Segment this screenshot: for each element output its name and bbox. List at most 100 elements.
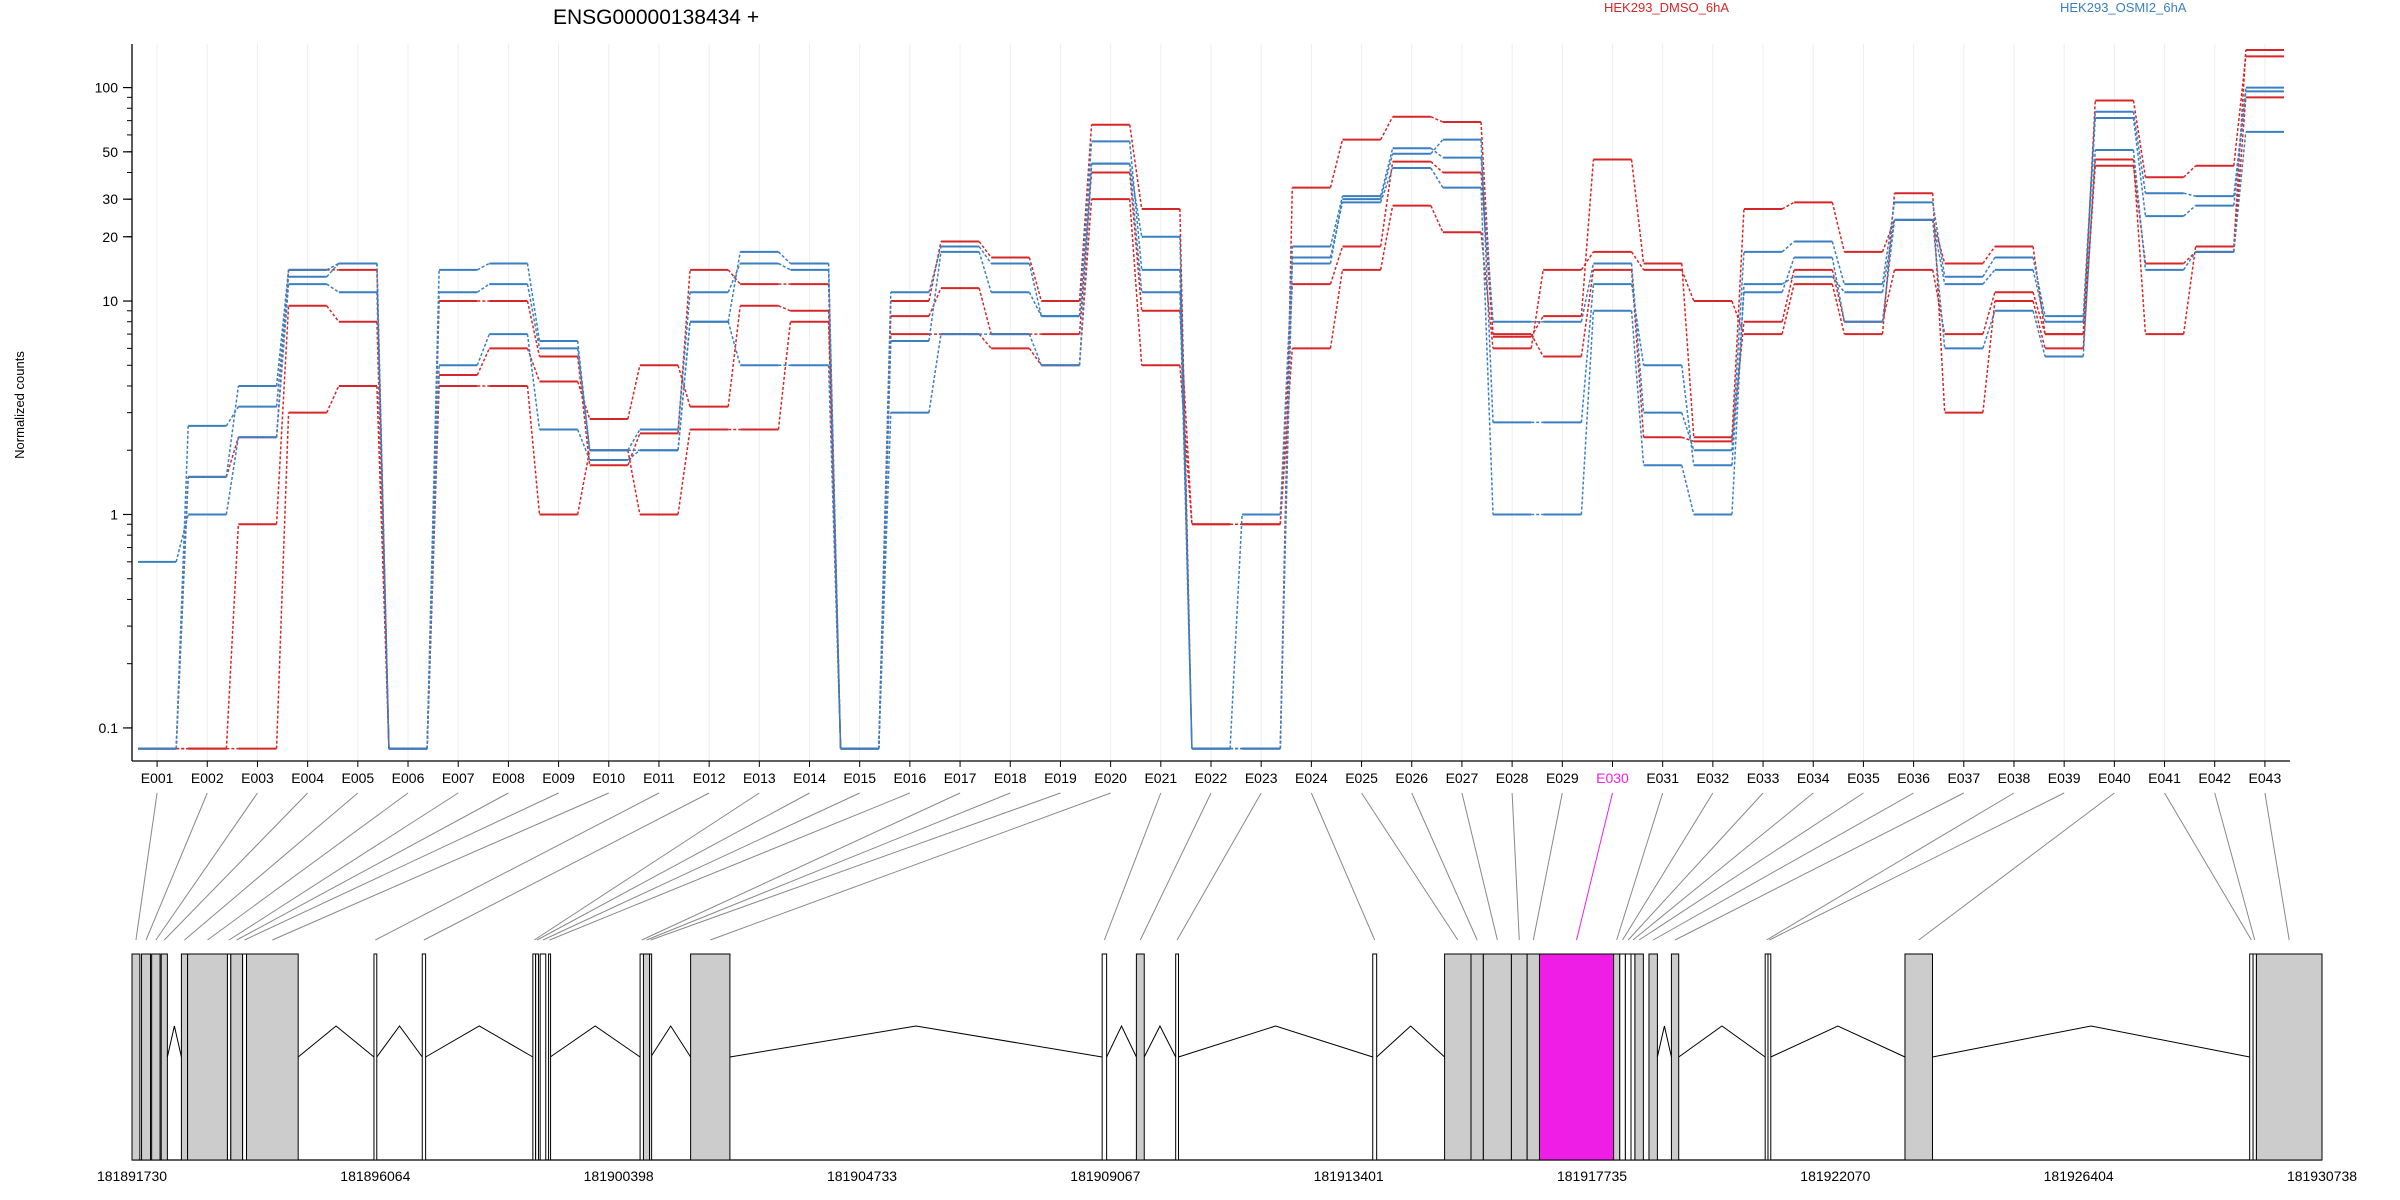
exon-E014 — [535, 953, 539, 1161]
exon-E041 — [2249, 953, 2254, 1161]
series-connector — [978, 287, 992, 335]
series-connector — [526, 283, 541, 349]
series-connector — [778, 262, 791, 271]
series-connector — [1731, 284, 1745, 515]
series-connector — [1681, 365, 1695, 466]
legend-label-osmi2: HEK293_OSMI2_6hA — [2060, 0, 2187, 15]
genomic-tick-label: 181891730 — [97, 1168, 167, 1184]
series-connector — [476, 333, 491, 366]
series-connector — [1881, 193, 1896, 335]
series-connector — [326, 283, 340, 293]
series-connector — [2183, 192, 2196, 197]
series-connector — [1379, 116, 1394, 141]
series-connector — [1078, 163, 1093, 366]
series-connector — [1028, 333, 1043, 366]
intron-line — [1376, 1025, 1445, 1058]
series-connector — [225, 437, 240, 478]
x-tick-label: E010 — [592, 770, 625, 786]
series-connector — [827, 263, 842, 749]
exon-connector — [1622, 792, 1714, 941]
series-connector — [1379, 148, 1394, 197]
x-tick-label: E034 — [1797, 770, 1830, 786]
series-connector — [376, 292, 390, 749]
x-tick-label: E019 — [1044, 770, 1077, 786]
series-connector — [275, 305, 290, 525]
series-connector — [928, 251, 942, 342]
series-connector — [978, 246, 992, 264]
series-connector — [1430, 139, 1444, 155]
series-connector — [326, 385, 340, 413]
series-connector — [928, 246, 942, 293]
exon-connector — [2214, 792, 2256, 941]
series-connector — [1982, 257, 1996, 278]
series-connector — [2132, 117, 2147, 217]
exon-connector — [155, 792, 258, 941]
series-connector — [677, 365, 691, 407]
series-connector — [2032, 300, 2046, 349]
x-tick-label: E017 — [944, 770, 977, 786]
intron-line — [1143, 1024, 1177, 1058]
x-tick-label: E023 — [1245, 770, 1278, 786]
x-tick-label: E038 — [1998, 770, 2031, 786]
x-tick-label: E009 — [542, 770, 575, 786]
intron-line — [729, 1025, 1103, 1058]
series-connector — [1329, 269, 1344, 349]
exon-connector — [1411, 792, 1478, 941]
exon-E005 — [180, 953, 189, 1161]
exon-E016 — [548, 953, 552, 1161]
series-connector — [2233, 49, 2247, 247]
x-tick-label: E013 — [743, 770, 776, 786]
series-connector — [576, 450, 591, 515]
y-axis-label: Normalized counts — [12, 351, 27, 459]
series-connector — [1630, 269, 1645, 438]
series-connector — [677, 269, 691, 434]
series-connector — [777, 321, 792, 430]
series-connector — [2233, 131, 2247, 252]
series-connector — [1881, 219, 1896, 253]
series-connector — [1128, 163, 1143, 237]
series-connector — [426, 292, 440, 749]
x-tick-label: E011 — [643, 770, 675, 786]
series-connector — [576, 429, 591, 461]
series-connector — [326, 305, 340, 323]
intron-line — [425, 1025, 534, 1058]
x-tick-label: E014 — [793, 770, 826, 786]
series-connector — [275, 269, 290, 387]
series-connector — [1430, 147, 1444, 159]
series-connector — [1379, 205, 1394, 270]
series-connector — [1480, 139, 1494, 423]
series-connector — [1329, 202, 1344, 258]
exon-connector — [1176, 792, 1262, 941]
series-connector — [1731, 292, 1745, 466]
exon-E011 — [373, 953, 378, 1161]
x-tick-label: E012 — [693, 770, 726, 786]
gene-model: 181891730 181896064 181900398 181904733 1819… — [97, 953, 2357, 1184]
intron-line — [650, 1025, 692, 1058]
exon-E034 — [1630, 953, 1636, 1161]
exon-connector — [1139, 792, 1212, 941]
series-connector — [1781, 257, 1795, 293]
series-connector — [1982, 310, 1996, 349]
series-connector — [727, 321, 741, 366]
series-connector — [2132, 149, 2147, 270]
exon-connector — [1616, 792, 1664, 941]
series-connector — [1128, 172, 1143, 311]
series-connector — [2132, 111, 2147, 194]
x-tick-label: E002 — [191, 770, 224, 786]
series-connector — [1931, 219, 1946, 285]
exon-E006 — [187, 953, 228, 1161]
series-connector — [1831, 202, 1846, 253]
exon-connector — [1769, 792, 2065, 941]
series-connector — [326, 262, 340, 278]
series-connector — [2082, 100, 2097, 335]
series-connector — [1229, 514, 1243, 749]
genomic-tick-label: 181904733 — [827, 1168, 897, 1184]
series-connector — [225, 406, 240, 427]
exon-E009 — [242, 953, 248, 1161]
series-connector — [978, 333, 992, 349]
exon-connector — [1674, 792, 1965, 941]
series-connector — [727, 269, 741, 285]
series-connector — [1279, 348, 1294, 525]
series-connector — [1580, 269, 1595, 357]
